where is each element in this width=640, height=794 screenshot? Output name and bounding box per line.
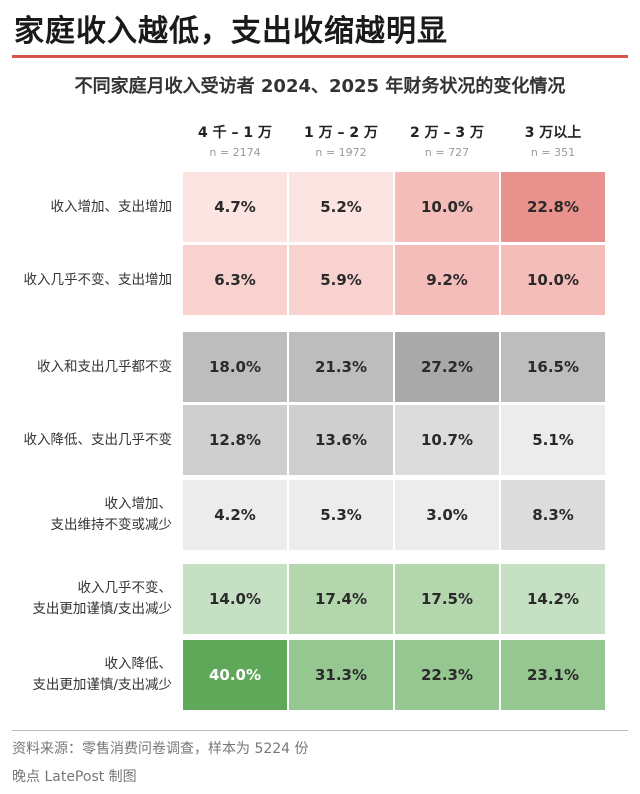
column-sample-size: n = 1972: [315, 146, 367, 159]
cell-value-label: 4.7%: [214, 198, 256, 216]
cell-value-label: 12.8%: [208, 431, 262, 449]
heatmap-cell: 17.5%: [395, 564, 499, 634]
cell-value-label: 22.8%: [526, 198, 580, 216]
cell-value-label: 27.2%: [420, 358, 474, 376]
heatmap-cell: 10.7%: [395, 405, 499, 475]
column-header: 4 千 – 1 万 n = 2174: [183, 122, 287, 159]
row-label-line: 支出更加谨慎/支出减少: [32, 677, 172, 693]
heatmap-cell: 18.0%: [183, 332, 287, 402]
column-header: 3 万以上 n = 351: [501, 122, 605, 159]
heatmap-cell: 10.0%: [395, 172, 499, 242]
cell-value-label: 5.3%: [320, 506, 362, 524]
heatmap-cell: 4.7%: [183, 172, 287, 242]
chart-credit: 晚点 LatePost 制图: [12, 769, 137, 785]
row-label-line: 收入增加、支出增加: [50, 198, 173, 215]
cell-value-label: 18.0%: [208, 358, 262, 376]
cell-value-label: 31.3%: [314, 666, 368, 684]
heatmap-cell: 16.5%: [501, 332, 605, 402]
column-label: 1 万 – 2 万: [304, 125, 378, 141]
row-label: 收入降低、支出更加谨慎/支出减少: [0, 654, 172, 696]
heatmap-cell: 5.9%: [289, 245, 393, 315]
heatmap-cell: 10.0%: [501, 245, 605, 315]
cell-value-label: 5.9%: [320, 271, 362, 289]
heatmap-cell: 9.2%: [395, 245, 499, 315]
cell-value-label: 21.3%: [314, 358, 368, 376]
row-label-line: 收入几乎不变、支出增加: [23, 271, 173, 288]
heatmap-cell: 5.1%: [501, 405, 605, 475]
row-label: 收入增加、支出增加: [0, 197, 173, 218]
cell-value-label: 14.0%: [208, 590, 262, 608]
row-label-line: 收入和支出几乎都不变: [37, 358, 172, 375]
column-label: 3 万以上: [524, 125, 582, 141]
heatmap-cell: 14.0%: [183, 564, 287, 634]
cell-value-label: 10.7%: [420, 431, 474, 449]
heatmap-cell: 22.8%: [501, 172, 605, 242]
row-label: 收入降低、支出几乎不变: [0, 430, 173, 451]
cell-value-label: 17.5%: [420, 590, 474, 608]
cell-value-label: 40.0%: [208, 666, 262, 684]
row-label-line: 收入增加、: [104, 496, 173, 512]
cell-value-label: 10.0%: [420, 198, 474, 216]
heatmap-cell: 8.3%: [501, 480, 605, 550]
heatmap-cell: 5.2%: [289, 172, 393, 242]
cell-value-label: 5.1%: [532, 431, 574, 449]
column-sample-size: n = 351: [530, 146, 576, 159]
column-header: 2 万 – 3 万 n = 727: [395, 122, 499, 159]
heatmap-cell: 27.2%: [395, 332, 499, 402]
row-label-line: 支出更加谨慎/支出减少: [32, 601, 172, 617]
column-label: 4 千 – 1 万: [198, 125, 272, 141]
row-label-line: 收入几乎不变、: [77, 580, 173, 596]
heatmap-cell: 4.2%: [183, 480, 287, 550]
heatmap-cell: 21.3%: [289, 332, 393, 402]
footer-divider: [12, 730, 628, 731]
heatmap-cell: 13.6%: [289, 405, 393, 475]
row-label: 收入几乎不变、支出更加谨慎/支出减少: [0, 578, 172, 620]
column-header: 1 万 – 2 万 n = 1972: [289, 122, 393, 159]
column-label: 2 万 – 3 万: [410, 125, 484, 141]
heatmap-cell: 6.3%: [183, 245, 287, 315]
data-source: 资料来源：零售消费问卷调查，样本为 5224 份: [12, 741, 309, 757]
cell-value-label: 10.0%: [526, 271, 580, 289]
heatmap-cell: 3.0%: [395, 480, 499, 550]
cell-value-label: 5.2%: [320, 198, 362, 216]
cell-value-label: 4.2%: [214, 506, 256, 524]
heatmap-cell: 22.3%: [395, 640, 499, 710]
cell-value-label: 22.3%: [420, 666, 474, 684]
row-label: 收入和支出几乎都不变: [0, 357, 172, 378]
row-label-line: 收入降低、: [104, 656, 173, 672]
heatmap-cell: 17.4%: [289, 564, 393, 634]
cell-value-label: 23.1%: [526, 666, 580, 684]
cell-value-label: 3.0%: [426, 506, 468, 524]
heatmap-cell: 31.3%: [289, 640, 393, 710]
cell-value-label: 17.4%: [314, 590, 368, 608]
cell-value-label: 13.6%: [314, 431, 368, 449]
cell-value-label: 6.3%: [214, 271, 256, 289]
heatmap-cell: 14.2%: [501, 564, 605, 634]
heatmap-cell: 12.8%: [183, 405, 287, 475]
heatmap-cell: 23.1%: [501, 640, 605, 710]
cell-value-label: 9.2%: [426, 271, 468, 289]
heatmap-cell: 40.0%: [183, 640, 287, 710]
row-label-line: 收入降低、支出几乎不变: [23, 431, 173, 448]
title-underline: [12, 55, 628, 58]
row-label: 收入几乎不变、支出增加: [0, 270, 173, 291]
chart-subtitle: 不同家庭月收入受访者 2024、2025 年财务状况的变化情况: [74, 76, 566, 97]
cell-value-label: 16.5%: [526, 358, 580, 376]
cell-value-label: 8.3%: [532, 506, 574, 524]
heatmap-cell: 5.3%: [289, 480, 393, 550]
column-sample-size: n = 727: [424, 146, 470, 159]
row-label-line: 支出维持不变或减少: [50, 517, 173, 533]
cell-value-label: 14.2%: [526, 590, 580, 608]
row-label: 收入增加、支出维持不变或减少: [0, 494, 173, 536]
column-sample-size: n = 2174: [209, 146, 261, 159]
chart-title: 家庭收入越低，支出收缩越明显: [14, 14, 448, 49]
